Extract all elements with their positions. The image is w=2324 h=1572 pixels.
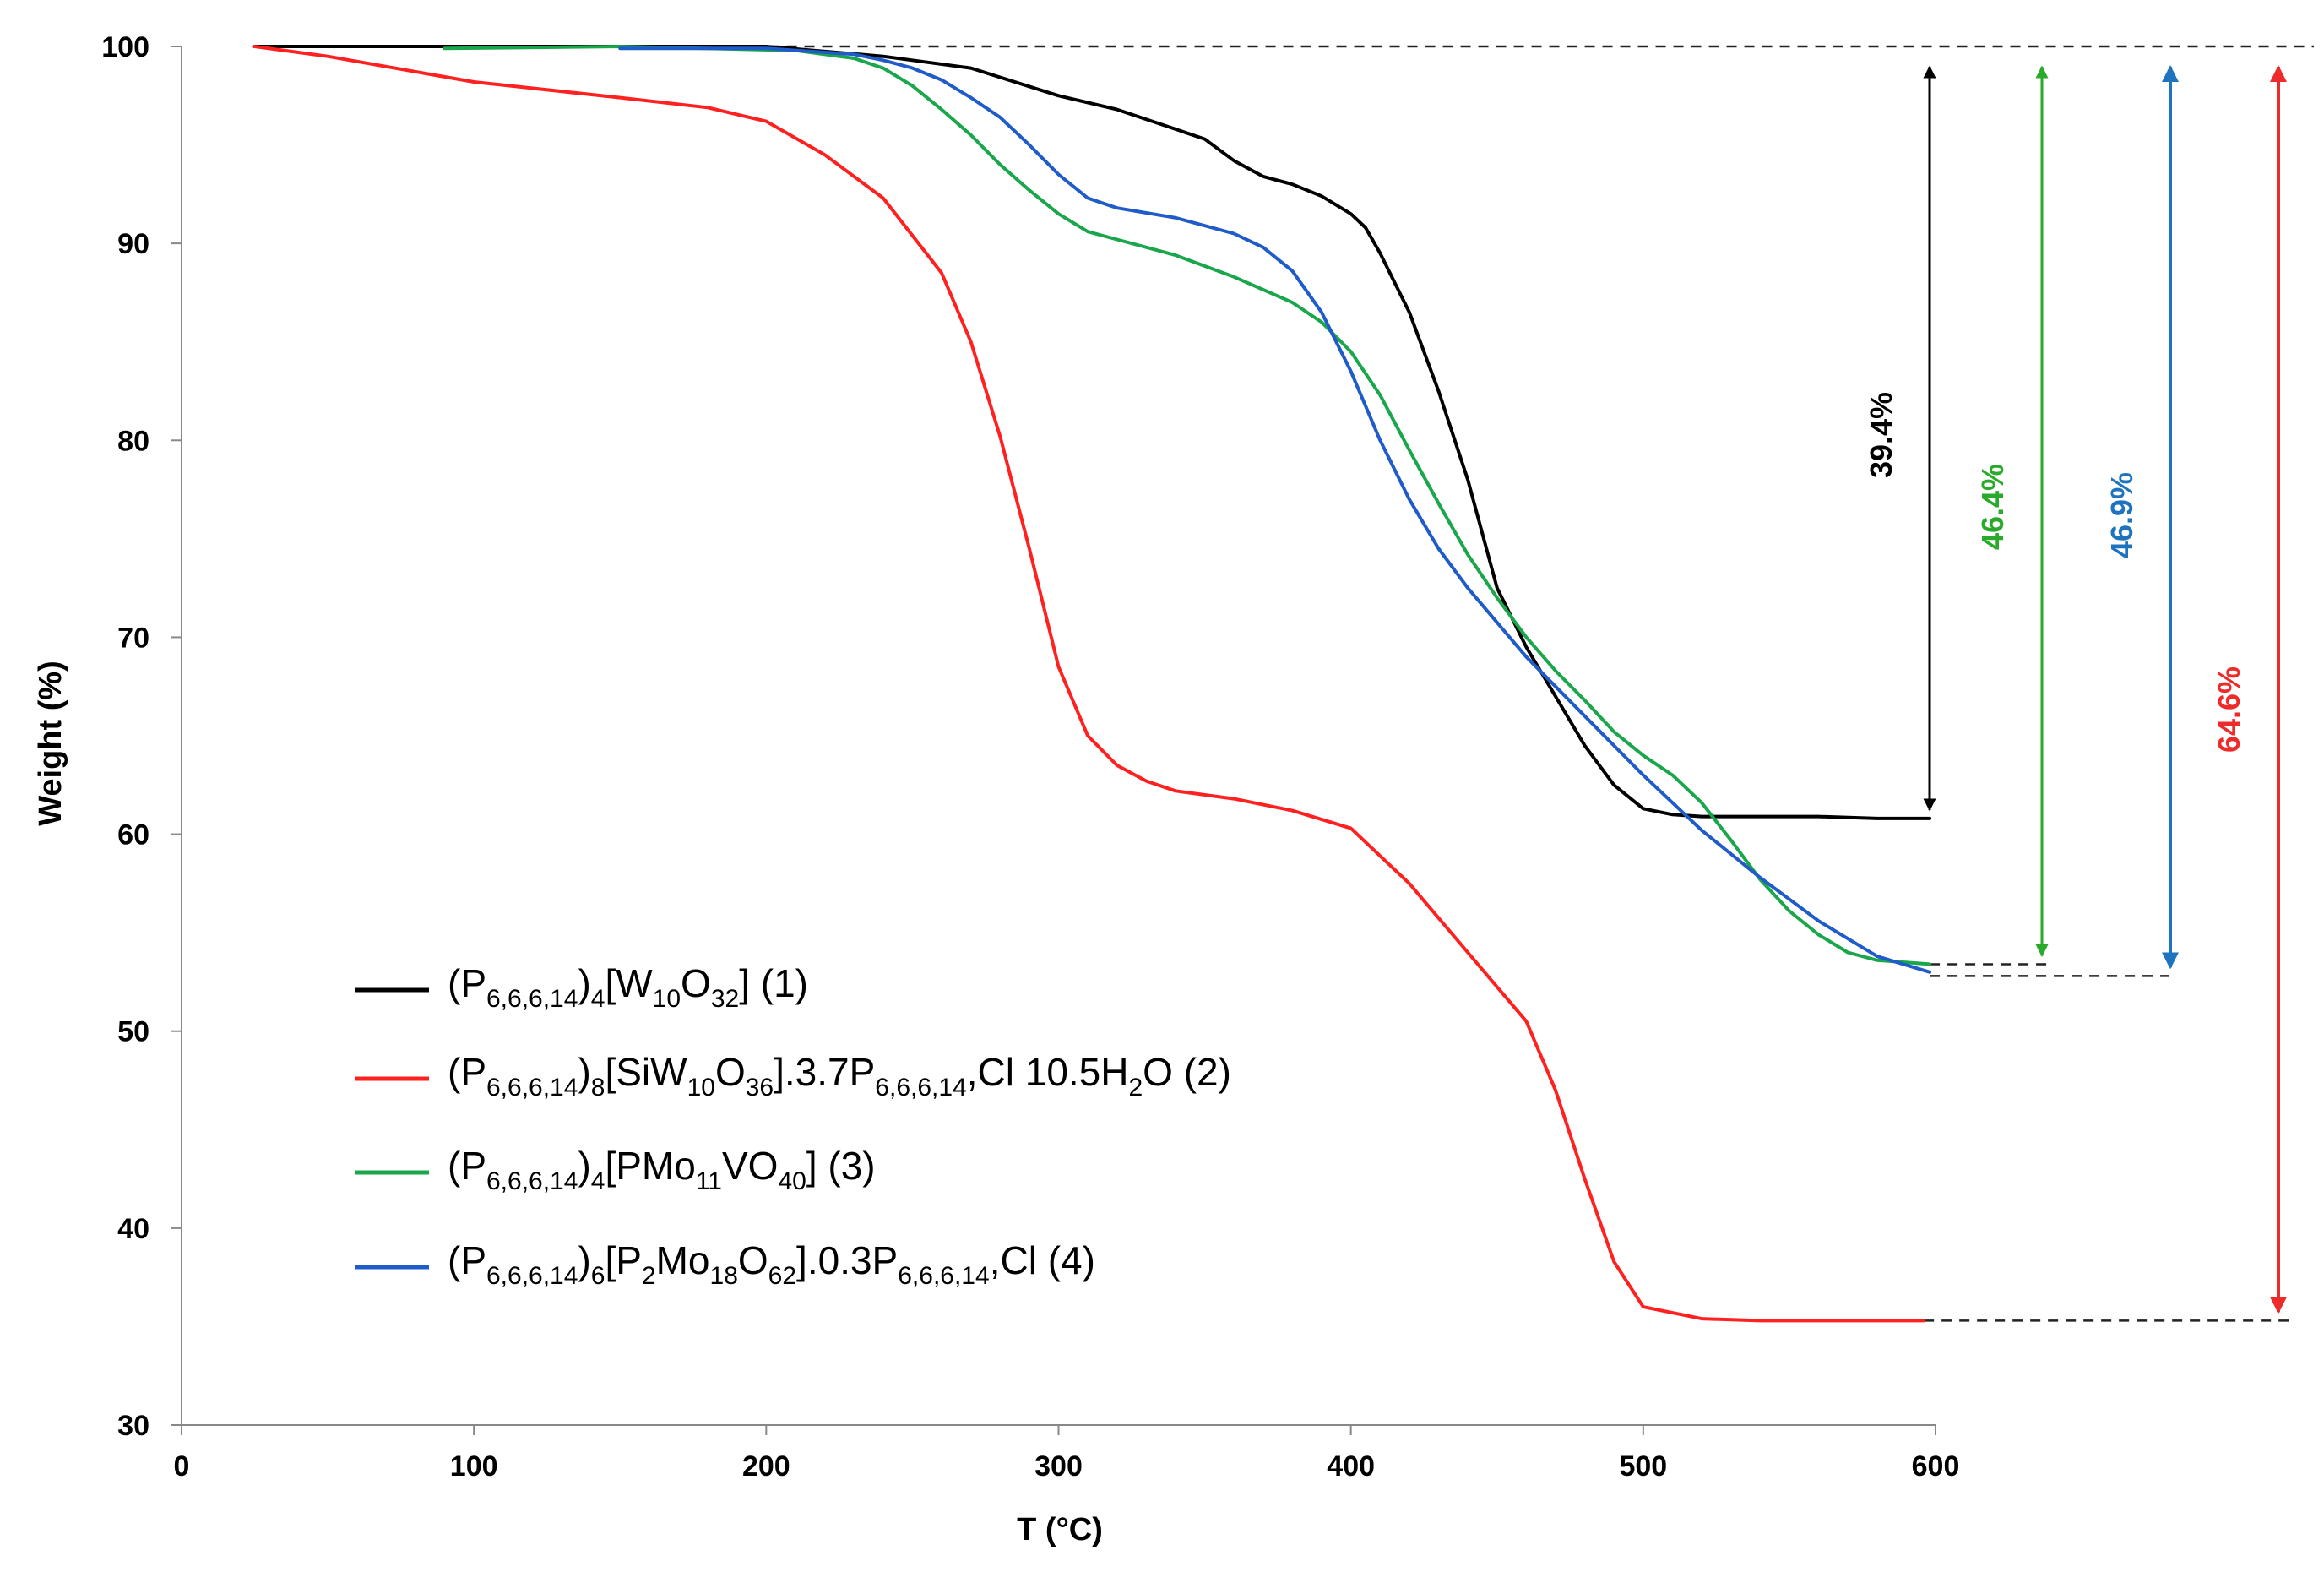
x-tick-label: 400	[1327, 1450, 1375, 1482]
reference-dashed-lines	[254, 45, 2314, 1322]
data-series	[252, 45, 1932, 1323]
legend-text-segment: (P	[448, 961, 486, 1005]
legend-text-segment: (P	[448, 1050, 486, 1094]
annotation-label-2: 46.4%	[1975, 464, 2010, 550]
legend-text-segment: )	[578, 1144, 590, 1188]
legend-text-segment: 18	[710, 1262, 738, 1290]
legend-text-segment: [W	[605, 961, 653, 1005]
x-tick-label: 100	[450, 1450, 498, 1482]
y-tick-label: 50	[117, 1016, 149, 1048]
legend-text-segment: 2	[1128, 1074, 1143, 1101]
legend-text-segment: 4	[591, 985, 605, 1013]
legend-label-s1: (P6,6,6,14)4[W10O32] (1)	[448, 961, 808, 1013]
legend-text-segment: 11	[696, 1167, 722, 1195]
legend-text-segment: VO	[722, 1144, 778, 1188]
series-line-s3	[443, 45, 1932, 966]
legend-text-segment: Mo	[656, 1238, 710, 1282]
legend-text-segment: 10	[687, 1074, 715, 1101]
legend-text-segment: 40	[778, 1167, 806, 1195]
legend-text-segment: O	[681, 961, 711, 1005]
x-axis-title: T (°C)	[1017, 1512, 1103, 1548]
legend-text-segment: [P	[605, 1238, 641, 1282]
annotation-label-3: 46.9%	[2104, 472, 2139, 558]
legend-text-segment: 2	[642, 1262, 656, 1290]
legend-text-segment: 6	[591, 1262, 605, 1290]
legend-text-segment: ,Cl 10.5H	[967, 1050, 1129, 1094]
y-tick-label: 30	[117, 1410, 149, 1442]
x-tick-label: 0	[174, 1450, 190, 1482]
weight-loss-annotations: 39.4% 46.4% 46.9% 64.6%	[1864, 65, 2287, 1314]
legend-text-segment: 4	[591, 1167, 605, 1195]
legend-text-segment: ,Cl (4)	[990, 1238, 1095, 1282]
legend-text-segment: )	[578, 961, 590, 1005]
legend-text-segment: ].3.7P	[774, 1050, 875, 1094]
y-tick-label: 100	[101, 31, 149, 63]
series-line-s4	[618, 46, 1932, 974]
legend-label-s3: (P6,6,6,14)4[PMo11VO40] (3)	[448, 1144, 876, 1195]
legend-text-segment: O	[715, 1050, 746, 1094]
legend-text-segment: ] (1)	[739, 961, 808, 1005]
x-tick-label: 300	[1034, 1450, 1083, 1482]
axes: 0 100 200 300 400 500 600 30 40 50 60 70 80 90 100	[101, 31, 1959, 1482]
annotation-label-4: 64.6%	[2212, 666, 2246, 753]
y-tick-label: 80	[117, 425, 149, 457]
legend-text-segment: 36	[746, 1074, 774, 1101]
x-tick-label: 200	[742, 1450, 790, 1482]
legend-text-segment: 8	[591, 1074, 605, 1101]
legend-text-segment: ] (3)	[806, 1144, 876, 1188]
series-line-s1	[252, 45, 1932, 820]
legend-text-segment: )	[578, 1238, 590, 1282]
legend-text-segment: O (2)	[1143, 1050, 1231, 1094]
x-tick-label: 500	[1619, 1450, 1667, 1482]
legend-text-segment: [SiW	[605, 1050, 687, 1094]
legend-text-segment: 6,6,6,14	[486, 1074, 578, 1101]
legend-label-s4: (P6,6,6,14)6[P2Mo18O62].0.3P6,6,6,14,Cl …	[448, 1238, 1095, 1290]
series-line-s2	[252, 45, 1926, 1323]
legend-text-segment: 6,6,6,14	[486, 985, 578, 1013]
y-axis-title: Weight (%)	[33, 661, 68, 826]
legend-text-segment: O	[738, 1238, 768, 1282]
y-tick-label: 70	[117, 622, 149, 654]
legend-text-segment: (P	[448, 1238, 486, 1282]
y-tick-label: 90	[117, 228, 149, 260]
legend-text-segment: [PMo	[605, 1144, 695, 1188]
legend-text-segment: 62	[768, 1262, 796, 1290]
legend-text-segment: ].0.3P	[796, 1238, 898, 1282]
y-tick-label: 60	[117, 819, 149, 851]
legend-text-segment: 6,6,6,14	[486, 1262, 578, 1290]
legend-text-segment: )	[578, 1050, 590, 1094]
legend-text-segment: 32	[711, 985, 739, 1013]
x-tick-label: 600	[1912, 1450, 1960, 1482]
legend-text-segment: 6,6,6,14	[486, 1167, 578, 1195]
legend-label-s2: (P6,6,6,14)8[SiW10O36].3.7P6,6,6,14,Cl 1…	[448, 1050, 1231, 1101]
y-tick-label: 40	[117, 1213, 149, 1245]
legend-text-segment: 6,6,6,14	[898, 1262, 989, 1290]
legend-text-segment: 10	[653, 985, 681, 1013]
legend-text-segment: (P	[448, 1144, 486, 1188]
legend-text-segment: 6,6,6,14	[875, 1074, 966, 1101]
annotation-label-1: 39.4%	[1864, 392, 1898, 478]
legend: (P6,6,6,14)4[W10O32] (1)(P6,6,6,14)8[SiW…	[355, 961, 1231, 1290]
